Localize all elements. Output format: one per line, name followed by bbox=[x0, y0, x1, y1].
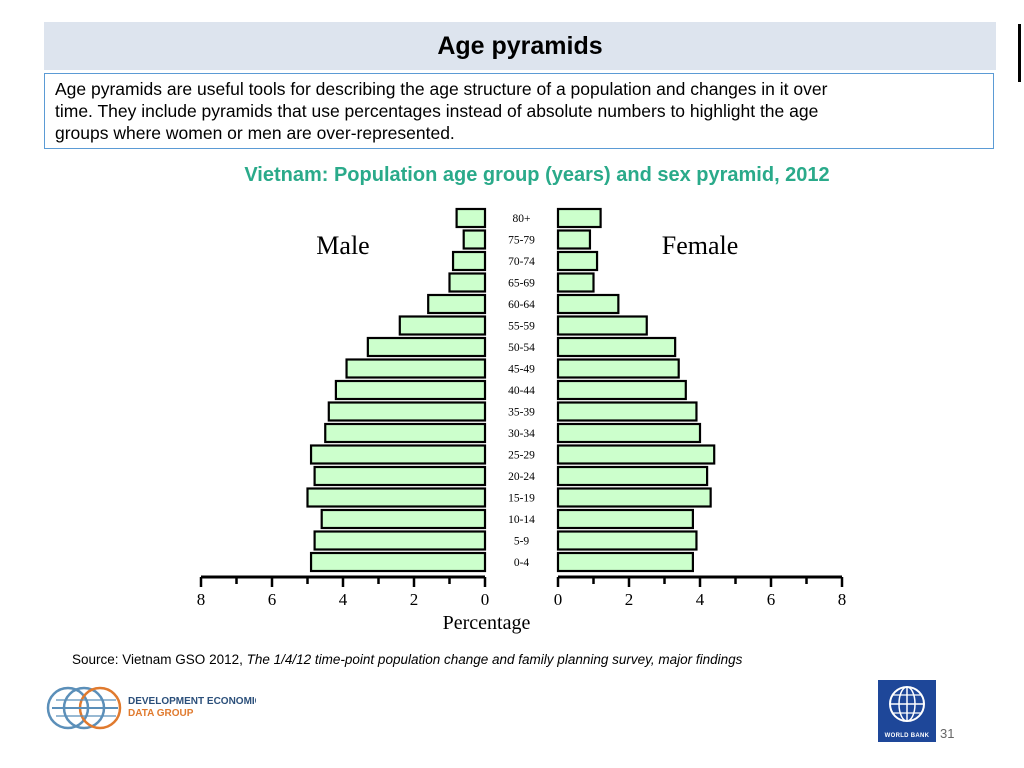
population-pyramid-chart: 80+75-7970-7465-6960-6455-5950-5445-4940… bbox=[197, 207, 847, 634]
source-title: The 1/4/12 time-point population change … bbox=[246, 652, 743, 667]
tick-label: 6 bbox=[767, 590, 776, 609]
female-bar-0-4 bbox=[556, 551, 694, 573]
female-bar-20-24 bbox=[556, 465, 709, 487]
male-label: Male bbox=[316, 231, 369, 260]
tick-label: 2 bbox=[625, 590, 634, 609]
age-label-25-29: 25-29 bbox=[508, 450, 535, 462]
intro-line-3: groups where women or men are over-repre… bbox=[55, 123, 455, 143]
female-bar-80+ bbox=[556, 207, 602, 229]
male-bar-0-4 bbox=[309, 551, 487, 573]
age-label-55-59: 55-59 bbox=[508, 321, 535, 333]
intro-line-1: Age pyramids are useful tools for descri… bbox=[55, 79, 828, 99]
intro-line-2: time. They include pyramids that use per… bbox=[55, 101, 819, 121]
age-label-15-19: 15-19 bbox=[508, 493, 535, 505]
tick-label: 0 bbox=[554, 590, 563, 609]
male-bar-45-49 bbox=[345, 358, 487, 379]
tick-label: 0 bbox=[481, 590, 490, 609]
female-bar-55-59 bbox=[556, 315, 648, 336]
male-bar-15-19 bbox=[306, 487, 487, 508]
female-bar-10-14 bbox=[556, 508, 694, 530]
slide-title-band: Age pyramids bbox=[44, 22, 996, 70]
female-bar-45-49 bbox=[556, 358, 680, 379]
male-bar-80+ bbox=[455, 207, 487, 229]
intro-text-box: Age pyramids are useful tools for descri… bbox=[44, 73, 994, 149]
female-bar-60-64 bbox=[556, 293, 620, 315]
tick-label: 8 bbox=[838, 590, 847, 609]
male-bar-35-39 bbox=[327, 401, 487, 422]
world-bank-logo: WORLD BANK bbox=[878, 680, 936, 742]
male-bar-75-79 bbox=[462, 229, 487, 250]
tick-label: 2 bbox=[410, 590, 419, 609]
age-label-65-69: 65-69 bbox=[508, 278, 535, 290]
age-label-70-74: 70-74 bbox=[508, 256, 535, 268]
x-axis-label: Percentage bbox=[443, 612, 531, 634]
female-bar-70-74 bbox=[556, 250, 599, 272]
age-label-75-79: 75-79 bbox=[508, 235, 535, 247]
female-bar-40-44 bbox=[556, 379, 687, 401]
slide-title: Age pyramids bbox=[437, 31, 603, 60]
male-bar-5-9 bbox=[313, 530, 487, 551]
male-bar-20-24 bbox=[313, 465, 487, 487]
female-bar-30-34 bbox=[556, 422, 702, 444]
tick-label: 8 bbox=[197, 590, 206, 609]
tick-label: 4 bbox=[696, 590, 705, 609]
male-bar-60-64 bbox=[427, 293, 487, 315]
globe-logo-icon: DEVELOPMENT ECONOMICS DATA GROUP bbox=[46, 686, 269, 730]
female-bar-35-39 bbox=[556, 401, 698, 422]
development-economics-logo: DEVELOPMENT ECONOMICS DATA GROUP bbox=[46, 682, 269, 739]
male-bar-50-54 bbox=[366, 336, 487, 358]
edge-marker bbox=[1018, 24, 1021, 82]
logo-line-2: DATA GROUP bbox=[128, 708, 194, 719]
source-note: Source: Vietnam GSO 2012, The 1/4/12 tim… bbox=[72, 652, 742, 667]
male-bar-30-34 bbox=[324, 422, 487, 444]
source-prefix: Source: Vietnam GSO 2012, bbox=[72, 652, 247, 667]
female-label: Female bbox=[662, 231, 739, 260]
age-label-20-24: 20-24 bbox=[508, 471, 535, 483]
world-bank-globe-icon bbox=[889, 686, 925, 722]
male-bar-10-14 bbox=[320, 508, 487, 530]
chart-title: Vietnam: Population age group (years) an… bbox=[244, 164, 830, 186]
page-number: 31 bbox=[940, 726, 955, 741]
male-bar-65-69 bbox=[448, 272, 487, 293]
age-label-45-49: 45-49 bbox=[508, 364, 535, 376]
female-bar-15-19 bbox=[556, 487, 712, 508]
age-label-10-14: 10-14 bbox=[508, 514, 535, 526]
tick-label: 4 bbox=[339, 590, 348, 609]
logo-line-1: DEVELOPMENT ECONOMICS bbox=[128, 696, 256, 707]
female-bar-65-69 bbox=[556, 272, 595, 293]
age-label-60-64: 60-64 bbox=[508, 299, 535, 311]
female-bar-5-9 bbox=[556, 530, 698, 551]
world-bank-label: WORLD BANK bbox=[884, 733, 930, 739]
male-bar-25-29 bbox=[309, 444, 487, 465]
male-bar-40-44 bbox=[334, 379, 487, 401]
age-label-35-39: 35-39 bbox=[508, 407, 535, 419]
female-bar-75-79 bbox=[556, 229, 592, 250]
age-label-80+: 80+ bbox=[513, 213, 531, 225]
age-label-5-9: 5-9 bbox=[514, 536, 530, 548]
age-label-50-54: 50-54 bbox=[508, 342, 535, 354]
male-bar-55-59 bbox=[398, 315, 487, 336]
age-label-0-4: 0-4 bbox=[514, 557, 530, 569]
age-label-40-44: 40-44 bbox=[508, 385, 535, 397]
tick-label: 6 bbox=[268, 590, 277, 609]
age-label-30-34: 30-34 bbox=[508, 428, 535, 440]
male-bar-70-74 bbox=[451, 250, 487, 272]
female-bar-50-54 bbox=[556, 336, 677, 358]
female-bar-25-29 bbox=[556, 444, 716, 465]
